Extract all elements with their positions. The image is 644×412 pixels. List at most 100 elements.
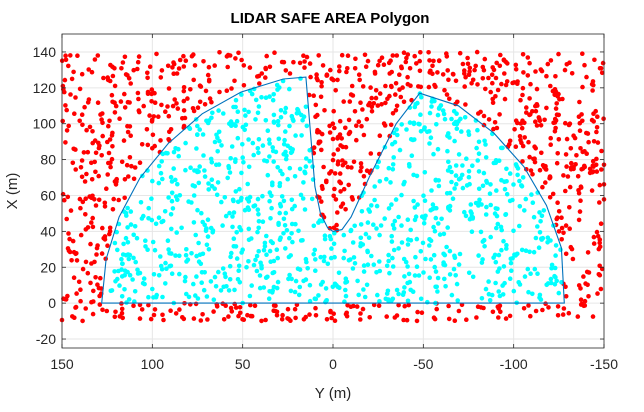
- inside-point: [504, 191, 510, 197]
- outside-point: [533, 146, 538, 151]
- outside-point: [100, 225, 105, 231]
- inside-point: [270, 145, 276, 150]
- outside-point: [279, 317, 285, 322]
- inside-point: [406, 271, 412, 277]
- inside-point: [229, 144, 235, 149]
- outside-point: [490, 96, 496, 102]
- outside-point: [348, 92, 354, 97]
- outside-point: [397, 87, 402, 92]
- inside-point: [242, 207, 248, 213]
- inside-point: [125, 205, 130, 211]
- inside-point: [256, 104, 262, 109]
- inside-point: [552, 273, 557, 279]
- outside-point: [324, 317, 330, 322]
- inside-point: [274, 285, 280, 291]
- outside-point: [319, 199, 324, 204]
- inside-point: [312, 247, 318, 253]
- outside-point: [571, 166, 576, 172]
- outside-point: [556, 209, 562, 214]
- outside-point: [227, 53, 233, 58]
- outside-point: [518, 137, 523, 143]
- inside-point: [431, 252, 437, 258]
- outside-point: [556, 229, 562, 234]
- inside-point: [453, 273, 459, 278]
- inside-point: [437, 232, 443, 237]
- outside-point: [584, 151, 589, 156]
- inside-point: [212, 274, 218, 280]
- inside-point: [271, 270, 277, 275]
- inside-point: [167, 251, 172, 256]
- outside-point: [239, 57, 244, 63]
- inside-point: [498, 224, 504, 230]
- outside-point: [160, 312, 165, 318]
- outside-point: [191, 77, 196, 83]
- inside-point: [449, 179, 454, 185]
- inside-point: [149, 196, 154, 201]
- inside-point: [271, 119, 277, 124]
- outside-point: [89, 177, 95, 182]
- inside-point: [535, 271, 540, 277]
- outside-point: [585, 250, 591, 255]
- outside-point: [328, 67, 333, 73]
- inside-point: [535, 224, 540, 229]
- outside-point: [123, 72, 129, 77]
- inside-point: [239, 195, 244, 201]
- inside-point: [195, 207, 200, 213]
- outside-point: [174, 101, 179, 106]
- inside-point: [199, 210, 204, 216]
- outside-point: [100, 111, 105, 116]
- inside-point: [246, 259, 251, 264]
- inside-point: [206, 181, 211, 186]
- outside-point: [83, 196, 88, 201]
- inside-point: [413, 254, 418, 260]
- outside-point: [95, 100, 101, 105]
- outside-point: [581, 274, 586, 279]
- inside-point: [414, 264, 420, 270]
- inside-point: [284, 228, 290, 233]
- inside-point: [247, 293, 253, 299]
- outside-point: [534, 86, 540, 92]
- outside-point: [122, 54, 128, 60]
- inside-point: [146, 294, 151, 300]
- outside-point: [331, 152, 337, 157]
- outside-point: [82, 104, 87, 110]
- outside-point: [79, 112, 85, 117]
- outside-point: [486, 75, 491, 81]
- outside-point: [311, 145, 317, 150]
- inside-point: [481, 170, 487, 176]
- inside-point: [268, 216, 273, 221]
- outside-point: [383, 83, 388, 89]
- outside-point: [280, 312, 285, 318]
- outside-point: [66, 63, 71, 69]
- inside-point: [432, 264, 438, 270]
- outside-point: [584, 74, 589, 80]
- outside-point: [335, 147, 341, 152]
- inside-point: [363, 231, 369, 237]
- inside-point: [388, 180, 393, 185]
- inside-point: [431, 151, 436, 157]
- inside-point: [508, 260, 514, 266]
- outside-point: [145, 91, 151, 96]
- inside-point: [476, 169, 482, 174]
- outside-point: [601, 116, 606, 121]
- outside-point: [597, 66, 603, 71]
- outside-point: [225, 64, 230, 70]
- inside-point: [262, 244, 268, 249]
- inside-point: [138, 200, 144, 205]
- inside-point: [177, 193, 183, 198]
- inside-point: [266, 296, 272, 302]
- inside-point: [445, 225, 451, 230]
- outside-point: [369, 109, 375, 114]
- outside-point: [329, 315, 334, 321]
- inside-point: [499, 247, 504, 253]
- inside-point: [390, 264, 396, 269]
- inside-point: [159, 266, 165, 272]
- inside-point: [454, 126, 460, 131]
- outside-point: [586, 270, 592, 275]
- inside-point: [123, 235, 129, 241]
- inside-point: [162, 209, 168, 214]
- outside-point: [102, 204, 108, 209]
- outside-point: [567, 184, 573, 190]
- inside-point: [304, 123, 310, 129]
- inside-point: [355, 278, 360, 284]
